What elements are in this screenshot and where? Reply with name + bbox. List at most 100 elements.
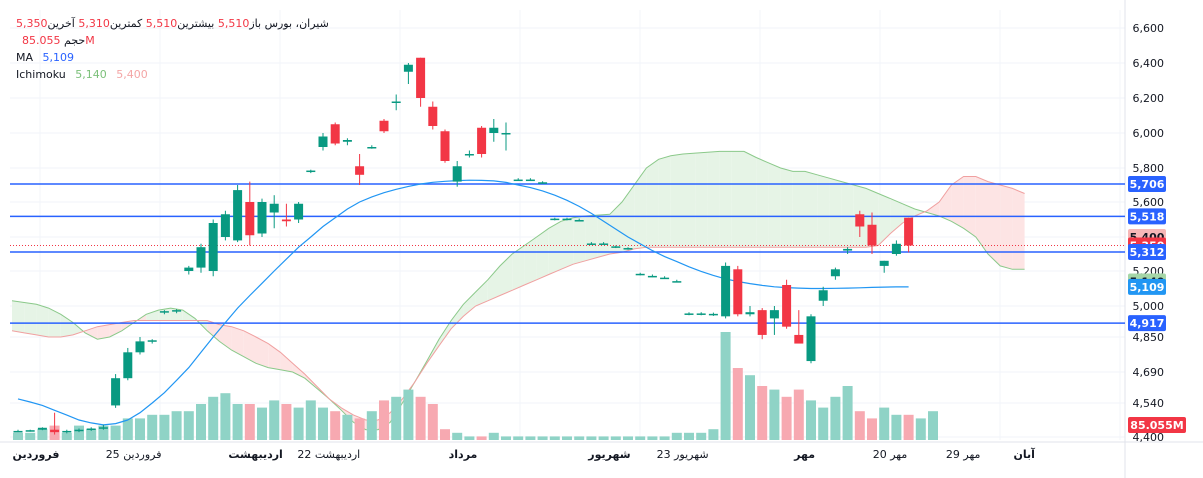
candle-body [98, 427, 108, 429]
candle [843, 247, 853, 254]
cloud-segment [878, 193, 891, 246]
volume-bar [928, 411, 938, 440]
ohlc-row: شیران، بورس باز5,510 بیشترین5,510 کمترین… [16, 15, 329, 32]
volume-bar [635, 436, 646, 440]
volume-bar [318, 407, 328, 440]
candle [208, 219, 218, 277]
cloud-segment [841, 181, 854, 248]
price-tag-label: 5,109 [1130, 281, 1165, 294]
price-tick-label: 6,200 [1133, 92, 1165, 105]
candle-body [550, 218, 560, 221]
cloud-segment [512, 245, 525, 291]
candle-body [416, 57, 426, 98]
volume-tag-label: 85.055M [1130, 419, 1183, 432]
volume-bar [208, 396, 219, 440]
volume-bar [818, 407, 829, 440]
cloud-segment [622, 185, 635, 253]
candle [464, 150, 474, 158]
time-tick-label: 20 مهر [873, 448, 908, 461]
volume-tag: 85.055M [1128, 417, 1186, 433]
volume-bar [501, 436, 511, 440]
candle [159, 310, 169, 315]
price-tick-label: 4,400 [1133, 431, 1165, 444]
volume-bar [671, 432, 682, 440]
price-tick-label: 6,000 [1133, 127, 1165, 140]
cloud-segment [585, 215, 598, 261]
volume-bar [13, 432, 23, 440]
volume-row: حجم 85.055M [16, 32, 329, 49]
cloud-segment [634, 168, 647, 249]
time-axis[interactable]: فروردین 25 فروردین اردیبهشت 22 اردیبهشت مردا… [13, 447, 1036, 461]
price-tick-label: 4,850 [1133, 331, 1165, 344]
time-tick-label: 23 شهریور [657, 448, 709, 461]
candle-body [696, 313, 706, 315]
candle-body [867, 224, 877, 246]
candle [757, 308, 767, 340]
candle [855, 210, 865, 237]
volume-bar [537, 436, 548, 440]
candle [672, 279, 682, 283]
volume-bar [476, 436, 487, 440]
cloud-segment [597, 214, 610, 258]
volume-bar [281, 404, 292, 440]
cloud-segment [1012, 188, 1025, 270]
candle-body [562, 218, 572, 221]
candle-body [233, 190, 243, 241]
candle-body [586, 243, 596, 245]
volume-bar [122, 418, 133, 440]
volume-bar [427, 404, 438, 440]
candle-body [513, 179, 523, 182]
ichimoku-label[interactable]: Ichimoku [16, 68, 66, 81]
candle-body [769, 310, 779, 319]
price-tag-label: 5,312 [1130, 246, 1165, 259]
ma-line [17, 179, 909, 426]
ichimoku-cloud [11, 150, 1025, 431]
volume-bar [903, 414, 914, 440]
time-tick-label: مرداد [449, 448, 478, 461]
volume-bar [610, 436, 621, 440]
candle [904, 217, 914, 253]
candle [599, 242, 609, 245]
candle [538, 181, 548, 184]
candle-body [379, 120, 389, 132]
candle [452, 161, 462, 187]
volume-bar [684, 432, 694, 440]
ma-value: 5,109 [42, 51, 75, 64]
candle [50, 412, 60, 435]
cloud-segment [744, 151, 757, 248]
cloud-segment [695, 152, 708, 248]
candle-body [355, 166, 365, 175]
cloud-segment [12, 300, 25, 333]
volume-bar [135, 418, 145, 440]
candle [733, 265, 743, 317]
candle [318, 133, 328, 151]
candle [489, 119, 499, 142]
volume-bar [147, 414, 158, 440]
volume-bar [574, 436, 585, 440]
symbol-name[interactable]: شیران، بورس [264, 17, 329, 30]
candle-body [684, 313, 694, 315]
candle [330, 122, 340, 146]
volume-bar [891, 414, 902, 440]
volume-bar [74, 425, 84, 440]
cloud-segment [97, 324, 110, 340]
candle [367, 145, 377, 149]
candle-body [757, 310, 767, 335]
low-label: کمترین [109, 17, 143, 30]
high-label: بیشترین [177, 17, 215, 30]
candle-body [220, 214, 230, 237]
candle [794, 310, 804, 344]
candle [220, 210, 230, 241]
price-tag: 5,518 [1128, 208, 1166, 225]
volume-bar [183, 411, 194, 440]
open-value: 5,510 [217, 17, 250, 30]
candle-body [660, 277, 670, 280]
ma-row: MA 5,109 [16, 49, 329, 66]
candle [269, 195, 279, 229]
ma-label[interactable]: MA [16, 51, 34, 64]
candle [355, 154, 365, 185]
candle [184, 265, 194, 275]
volume-bar [757, 386, 768, 440]
volume-bar [623, 436, 633, 440]
cloud-segment [36, 304, 49, 337]
